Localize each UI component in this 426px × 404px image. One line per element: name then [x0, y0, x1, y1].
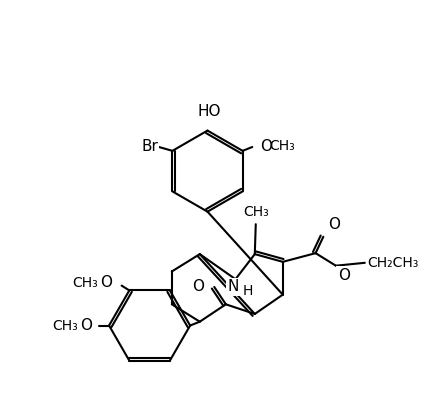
Text: O: O [100, 275, 112, 290]
Text: O: O [80, 318, 92, 333]
Text: N: N [227, 280, 239, 295]
Text: O: O [327, 217, 340, 232]
Text: O: O [192, 280, 204, 295]
Text: CH₃: CH₃ [52, 318, 78, 332]
Text: CH₂CH₃: CH₂CH₃ [367, 256, 418, 270]
Text: CH₃: CH₃ [269, 139, 295, 153]
Text: HO: HO [197, 104, 221, 119]
Text: O: O [259, 139, 271, 154]
Text: CH₃: CH₃ [72, 276, 98, 290]
Text: Br: Br [141, 139, 158, 154]
Text: H: H [242, 284, 252, 298]
Text: CH₃: CH₃ [242, 205, 268, 219]
Text: O: O [337, 267, 349, 283]
